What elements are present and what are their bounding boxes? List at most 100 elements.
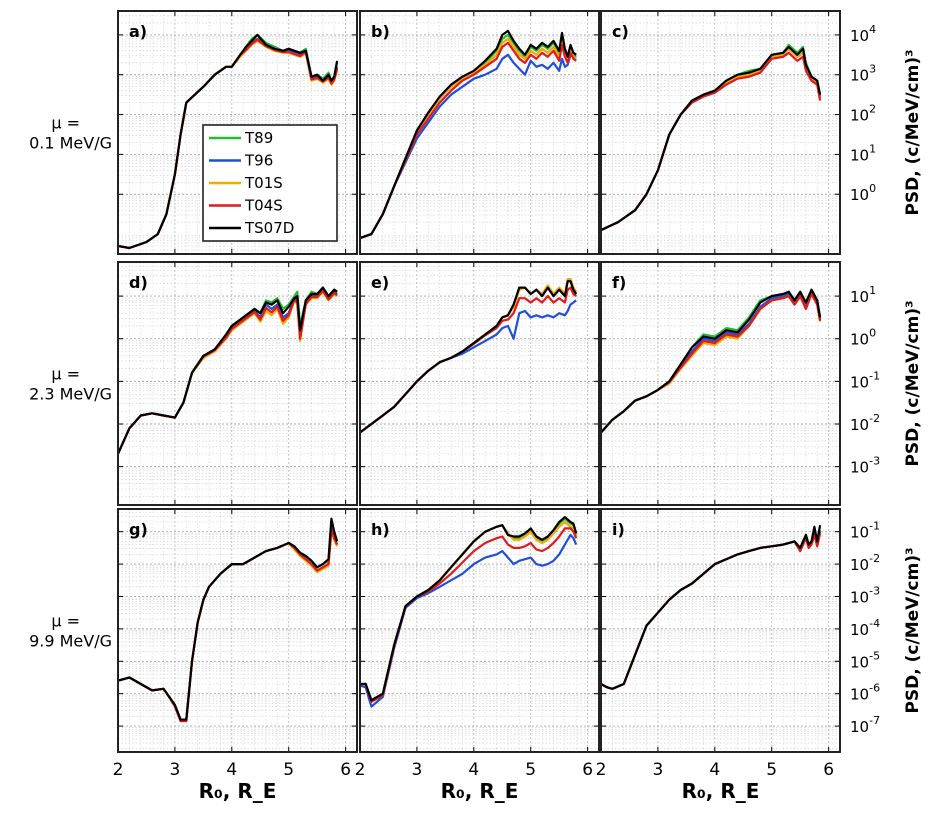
series-group xyxy=(360,278,578,434)
y-tick-exponent: -1 xyxy=(869,369,880,382)
y-tick-base: 10 xyxy=(850,621,869,639)
y-tick-label: 10-1 xyxy=(850,369,880,391)
y-tick-label: 10-5 xyxy=(850,649,880,671)
y-tick-label: 102 xyxy=(850,103,876,125)
y-axis-label: PSD, (c/MeV/cm)³ xyxy=(903,547,923,713)
panel-b: b) xyxy=(359,10,600,255)
y-tick-base: 10 xyxy=(850,524,869,542)
y-tick-label: 103 xyxy=(850,63,876,85)
x-axis-label: R₀, R_E xyxy=(682,779,760,803)
series-line-t96 xyxy=(360,53,577,240)
y-axis-label: PSD, (c/MeV/cm)³ xyxy=(903,49,923,215)
y-tick-exponent: -3 xyxy=(869,455,880,468)
panel-i: i) xyxy=(600,508,841,753)
panel-frame xyxy=(359,508,600,753)
row-mu-label-line1: μ = xyxy=(51,365,80,384)
panel-frame xyxy=(600,261,841,506)
y-tick-base: 10 xyxy=(850,556,869,574)
panel-label: e) xyxy=(371,273,389,292)
series-line-ts07d xyxy=(601,525,822,690)
series-line-ts07d xyxy=(118,286,338,455)
series-line-ts07d xyxy=(118,517,339,721)
y-tick-base: 10 xyxy=(850,107,869,125)
y-tick-exponent: 0 xyxy=(869,327,876,340)
y-tick-label: 101 xyxy=(850,142,876,164)
y-tick-base: 10 xyxy=(850,373,869,391)
y-tick-base: 10 xyxy=(850,288,869,306)
series-line-t04s xyxy=(360,41,577,240)
series-group xyxy=(118,517,339,723)
panel-c: c) xyxy=(600,10,841,255)
series-group xyxy=(360,29,577,240)
y-tick-exponent: -2 xyxy=(869,412,880,425)
panel-d: d) xyxy=(117,261,358,506)
y-tick-label: 100 xyxy=(850,327,876,349)
row-mu-label-line1: μ = xyxy=(51,612,80,631)
panel-label: a) xyxy=(129,22,147,41)
y-tick-base: 10 xyxy=(850,686,869,704)
series-group xyxy=(601,288,822,434)
x-tick-label: 2 xyxy=(596,760,607,780)
panel-e: e) xyxy=(359,261,600,506)
y-tick-exponent: 0 xyxy=(869,182,876,195)
y-tick-exponent: 3 xyxy=(869,63,876,76)
y-tick-label: 10-2 xyxy=(850,412,880,434)
series-line-ts07d xyxy=(360,515,578,702)
y-tick-label: 101 xyxy=(850,284,876,306)
y-tick-base: 10 xyxy=(850,27,869,45)
panel-label: f) xyxy=(612,273,626,292)
series-group xyxy=(601,525,822,690)
x-tick-label: 6 xyxy=(823,760,834,780)
row-mu-label-line2: 2.3 MeV/G xyxy=(29,385,112,404)
y-tick-exponent: 4 xyxy=(869,23,876,36)
panel-frame xyxy=(600,508,841,753)
y-tick-base: 10 xyxy=(850,67,869,85)
panel-frame xyxy=(117,508,358,753)
legend: T89 T96 T01S T04S TS07D xyxy=(202,124,338,242)
y-tick-base: 10 xyxy=(850,331,869,349)
y-tick-base: 10 xyxy=(850,718,869,736)
series-line-ts07d xyxy=(601,288,822,434)
y-tick-exponent: 1 xyxy=(869,284,876,297)
x-tick-label: 6 xyxy=(340,760,351,780)
panel-f: f) xyxy=(600,261,841,506)
series-group xyxy=(118,33,339,250)
panel-label: i) xyxy=(612,520,625,539)
y-tick-label: 10-2 xyxy=(850,552,880,574)
y-tick-base: 10 xyxy=(850,146,869,164)
y-tick-base: 10 xyxy=(850,186,869,204)
y-tick-exponent: -2 xyxy=(869,552,880,565)
row-mu-label-line1: μ = xyxy=(51,114,80,133)
panel-label: g) xyxy=(129,520,148,539)
panel-label: c) xyxy=(612,22,629,41)
x-tick-label: 2 xyxy=(355,760,366,780)
x-axis-label: R₀, R_E xyxy=(199,779,277,803)
y-tick-exponent: -5 xyxy=(869,649,880,662)
panel-g: g) xyxy=(117,508,358,753)
y-axis-label: PSD, (c/MeV/cm)³ xyxy=(903,300,923,466)
x-tick-label: 4 xyxy=(468,760,479,780)
x-tick-label: 6 xyxy=(582,760,593,780)
y-tick-exponent: 1 xyxy=(869,142,876,155)
y-tick-label: 10-6 xyxy=(850,682,880,704)
y-tick-label: 10-3 xyxy=(850,455,880,477)
series-line-ts07d xyxy=(360,29,577,240)
y-tick-base: 10 xyxy=(850,416,869,434)
y-tick-label: 10-1 xyxy=(850,520,880,542)
panel-frame xyxy=(359,261,600,506)
panel-h: h) xyxy=(359,508,600,753)
panel-label: h) xyxy=(371,520,390,539)
panel-frame xyxy=(359,10,600,255)
panel-frame xyxy=(117,261,358,506)
x-tick-label: 4 xyxy=(226,760,237,780)
legend-entry: T89 xyxy=(244,129,273,147)
row-mu-label-line2: 9.9 MeV/G xyxy=(29,632,112,651)
panel-label: d) xyxy=(129,273,148,292)
series-group xyxy=(118,286,338,455)
legend-entry: T96 xyxy=(244,152,273,170)
x-tick-label: 5 xyxy=(766,760,777,780)
y-tick-exponent: -7 xyxy=(869,714,880,727)
series-line-ts07d xyxy=(118,33,339,250)
series-line-ts07d xyxy=(601,45,822,232)
